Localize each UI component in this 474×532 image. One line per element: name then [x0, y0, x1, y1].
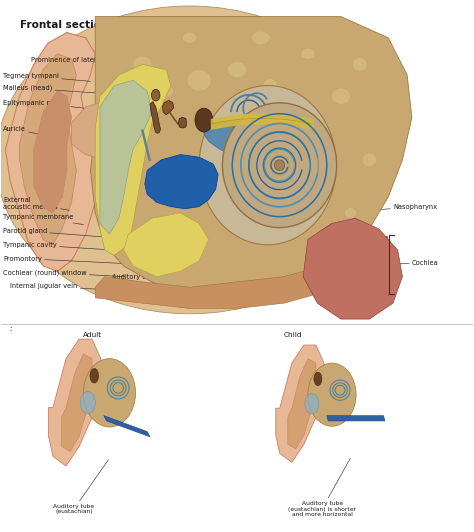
- Ellipse shape: [182, 32, 197, 43]
- Text: Tegmen tympani: Tegmen tympani: [3, 73, 91, 81]
- Text: Cochlear (round) window: Cochlear (round) window: [3, 269, 125, 277]
- Text: :: :: [9, 326, 11, 331]
- Polygon shape: [5, 32, 100, 271]
- Text: External
acoustic meatus: External acoustic meatus: [3, 197, 69, 210]
- Ellipse shape: [228, 62, 246, 78]
- Text: Auditory tube
(eustachian): Auditory tube (eustachian): [54, 460, 109, 514]
- Text: Adult: Adult: [83, 332, 102, 338]
- Ellipse shape: [251, 31, 270, 45]
- Text: Cochlear duct
containing
spiral organ
(of Corti): Cochlear duct containing spiral organ (o…: [312, 255, 394, 282]
- Ellipse shape: [187, 70, 211, 91]
- Text: Helicotrema: Helicotrema: [317, 235, 389, 245]
- Text: Tympanic cavity: Tympanic cavity: [3, 242, 114, 250]
- Ellipse shape: [331, 88, 350, 104]
- Ellipse shape: [315, 121, 329, 135]
- Text: Scala vestibuli: Scala vestibuli: [317, 247, 396, 256]
- Text: Arcuate
eminence: Arcuate eminence: [197, 53, 235, 69]
- Text: Facial nerve (CN VIII) (exit): Facial nerve (CN VIII) (exit): [251, 62, 340, 74]
- Text: Incus: Incus: [136, 54, 167, 72]
- Ellipse shape: [362, 153, 376, 167]
- Ellipse shape: [195, 108, 213, 132]
- Text: Limbs of stapes: Limbs of stapes: [107, 46, 164, 64]
- Text: Cochlear nerve: Cochlear nerve: [289, 78, 340, 90]
- Ellipse shape: [315, 181, 329, 192]
- Text: Child: Child: [283, 332, 302, 338]
- Text: Parotid gland: Parotid gland: [3, 228, 102, 237]
- Polygon shape: [62, 354, 92, 451]
- Polygon shape: [49, 339, 101, 466]
- Ellipse shape: [159, 84, 173, 97]
- Polygon shape: [150, 102, 160, 134]
- Ellipse shape: [308, 363, 356, 426]
- Ellipse shape: [263, 79, 277, 92]
- Text: Internal jugular vein: Internal jugular vein: [10, 283, 119, 290]
- Ellipse shape: [314, 372, 322, 386]
- Text: Base of stapes in vestibular (oval) window: Base of stapes in vestibular (oval) wind…: [197, 25, 338, 43]
- Polygon shape: [145, 155, 218, 209]
- Text: Prominence of lateral semicircular canal: Prominence of lateral semicircular canal: [31, 57, 166, 65]
- Ellipse shape: [133, 56, 152, 72]
- Ellipse shape: [83, 359, 136, 427]
- Text: Frontal section: Frontal section: [19, 20, 108, 30]
- Polygon shape: [204, 120, 284, 164]
- Text: Nasopharynx: Nasopharynx: [341, 204, 437, 213]
- Polygon shape: [276, 345, 324, 462]
- Polygon shape: [162, 101, 173, 115]
- Text: Vestibular nerve: Vestibular nerve: [268, 71, 322, 81]
- Text: Auditory tube (eustachian): Auditory tube (eustachian): [112, 247, 201, 280]
- Ellipse shape: [353, 58, 367, 71]
- Text: Epitympanic recess: Epitympanic recess: [3, 99, 95, 110]
- Text: Facial nerve (CN VII) (cut): Facial nerve (CN VII) (cut): [220, 16, 305, 38]
- Polygon shape: [124, 213, 209, 277]
- Polygon shape: [327, 415, 385, 421]
- Polygon shape: [19, 54, 76, 245]
- Text: Vestibule: Vestibule: [206, 35, 237, 50]
- Polygon shape: [104, 415, 150, 437]
- Text: Semicircular ducts, ampullae, utricle, and saccule: Semicircular ducts, ampullae, utricle, a…: [187, 44, 353, 57]
- Ellipse shape: [305, 394, 319, 414]
- Ellipse shape: [199, 86, 336, 245]
- Ellipse shape: [301, 48, 315, 59]
- Ellipse shape: [222, 103, 337, 228]
- Polygon shape: [95, 266, 341, 309]
- Text: Cochlea: Cochlea: [383, 260, 438, 267]
- Text: Vestibulocochlear
nerve (CN VIII): Vestibulocochlear nerve (CN VIII): [318, 92, 376, 111]
- Polygon shape: [34, 91, 72, 213]
- Text: Malleus (head): Malleus (head): [3, 85, 105, 94]
- Ellipse shape: [137, 128, 148, 139]
- Polygon shape: [91, 16, 412, 298]
- Polygon shape: [303, 218, 402, 319]
- Ellipse shape: [173, 153, 187, 167]
- Ellipse shape: [284, 99, 303, 115]
- Text: Auditory tube
(eustachian) is shorter
and more horizontal: Auditory tube (eustachian) is shorter an…: [288, 458, 356, 517]
- Text: Internal acoustic
meatus: Internal acoustic meatus: [303, 83, 359, 99]
- Ellipse shape: [208, 181, 219, 192]
- Polygon shape: [178, 118, 186, 128]
- Ellipse shape: [274, 160, 285, 170]
- Polygon shape: [100, 80, 152, 234]
- Ellipse shape: [0, 6, 383, 314]
- Text: Scala tympani: Scala tympani: [313, 287, 396, 293]
- Text: Promontory: Promontory: [3, 255, 121, 263]
- Polygon shape: [288, 359, 316, 449]
- Text: Tympanic membrane: Tympanic membrane: [3, 214, 83, 225]
- Polygon shape: [72, 102, 143, 160]
- Ellipse shape: [345, 207, 356, 218]
- Polygon shape: [95, 64, 171, 255]
- Ellipse shape: [152, 89, 160, 101]
- Ellipse shape: [80, 392, 95, 413]
- Ellipse shape: [90, 368, 99, 383]
- Text: Auricle: Auricle: [3, 126, 48, 136]
